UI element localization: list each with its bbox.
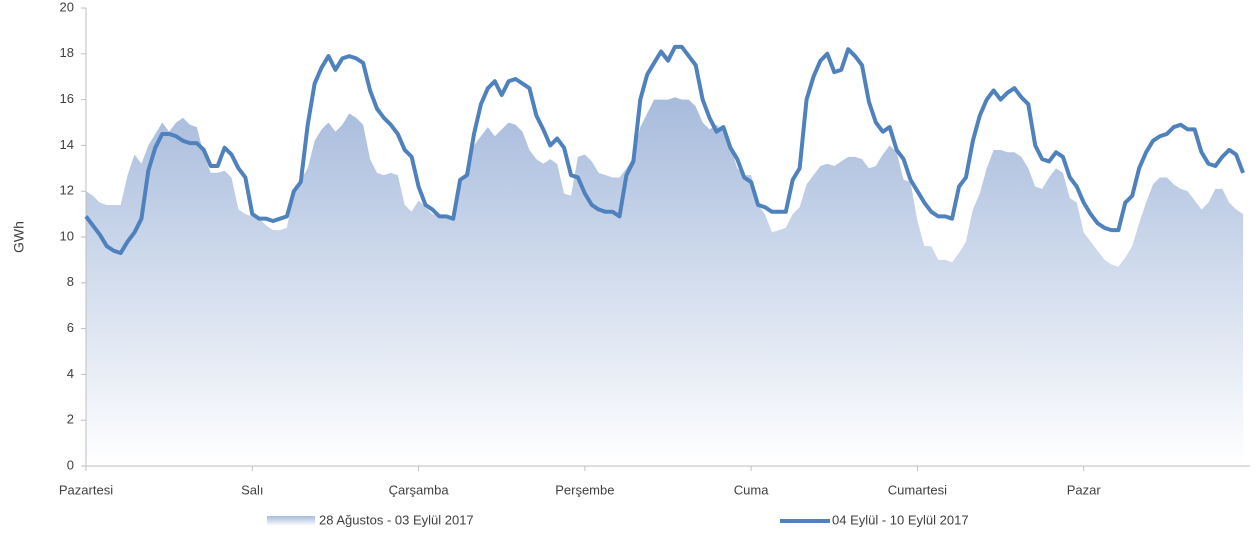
line (84, 44, 1245, 256)
legend-label: 04 Eylül - 10 Eylül 2017 (832, 512, 969, 527)
y-tick-label: 10 (60, 228, 74, 243)
y-tick-label: 4 (67, 366, 74, 381)
area (86, 97, 1244, 466)
x-tick-label: Pazar (1067, 482, 1102, 497)
y-tick-label: 18 (60, 45, 74, 60)
y-tick-label: 2 (67, 412, 74, 427)
x-tick-label: Cuma (734, 482, 769, 497)
x-tick-label: Pazartesi (59, 482, 113, 497)
x-tick-label: Çarşamba (389, 482, 450, 497)
y-tick-label: 6 (67, 320, 74, 335)
x-tick-label: Perşembe (555, 482, 614, 497)
y-tick-label: 8 (67, 274, 74, 289)
x-tick-label: Salı (241, 482, 263, 497)
y-tick-label: 12 (60, 183, 74, 198)
x-tick-label: Cumartesi (888, 482, 947, 497)
legend-swatch (267, 516, 315, 526)
legend-label: 28 Ağustos - 03 Eylül 2017 (319, 512, 474, 527)
y-tick-label: 16 (60, 91, 74, 106)
y-tick-label: 0 (67, 457, 74, 472)
y-tick-label: 14 (60, 137, 74, 152)
y-tick-label: 20 (60, 0, 74, 14)
y-axis-label: GWh (11, 221, 27, 253)
